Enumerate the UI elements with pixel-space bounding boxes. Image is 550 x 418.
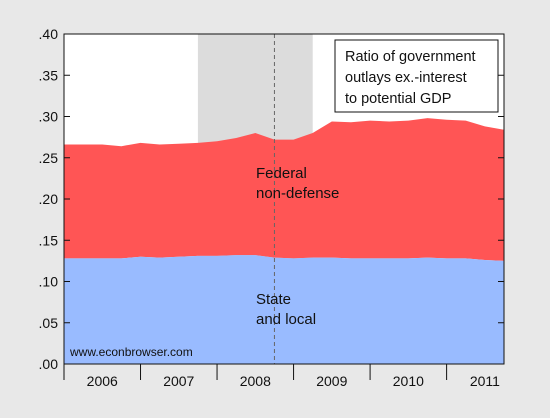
x-tick-label: 2009	[316, 373, 347, 389]
y-tick-label: .25	[39, 150, 59, 166]
federal-non-defense-area	[64, 118, 504, 261]
federal-label-line-1: Federal	[256, 165, 307, 182]
y-tick-label: .35	[39, 67, 59, 83]
legend-line-2: outlays ex.-interest	[345, 70, 467, 86]
state-and-local-area	[64, 255, 504, 364]
x-tick-label: 2006	[87, 373, 118, 389]
legend-box: Ratio of government outlays ex.-interest…	[334, 39, 499, 113]
x-tick-label: 2007	[163, 373, 194, 389]
y-tick-label: .30	[39, 109, 59, 125]
state-label-line-2: and local	[256, 311, 316, 328]
legend-line-1: Ratio of government	[345, 49, 476, 65]
legend-box-frame	[334, 39, 499, 113]
federal-label-line-2: non-defense	[256, 185, 339, 202]
federal-non-defense-label: Federal non-defense	[256, 165, 339, 202]
y-tick-label: .10	[39, 274, 59, 290]
watermark-text: www.econbrowser.com	[69, 345, 193, 359]
state-and-local-label: State and local	[256, 291, 316, 328]
y-tick-label: .05	[39, 315, 59, 331]
legend-line-3: to potential GDP	[345, 91, 451, 107]
x-tick-label: 2010	[393, 373, 424, 389]
state-label-line-1: State	[256, 291, 291, 308]
y-tick-label: .15	[39, 232, 59, 248]
plot-border	[63, 33, 505, 365]
y-tick-label: .40	[39, 26, 59, 42]
axis-ticks: .00 .05 .10 .15 .20 .25 .30 .35 .40 2006 2007 2008 2…	[39, 26, 504, 389]
x-tick-label: 2008	[240, 373, 271, 389]
y-tick-label: .00	[39, 356, 59, 372]
y-tick-label: .20	[39, 191, 59, 207]
x-tick-label: 2011	[470, 373, 500, 389]
